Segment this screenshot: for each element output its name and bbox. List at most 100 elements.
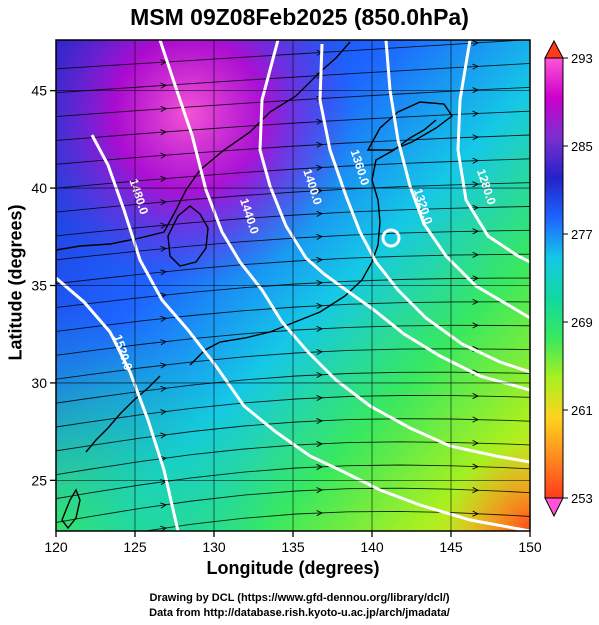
- streamline-arrow: [160, 175, 168, 182]
- streamline-arrow: [472, 298, 480, 305]
- streamline-arrow: [472, 463, 480, 470]
- colorbar-tick-label: 285: [571, 139, 593, 154]
- streamline: [56, 324, 530, 356]
- y-axis-ticks: 25 30 35 40 45: [31, 83, 56, 488]
- streamline-arrow: [160, 339, 168, 346]
- streamline-arrow: [472, 275, 480, 282]
- streamline-arrow: [316, 325, 324, 332]
- y-tick-label: 30: [31, 375, 47, 391]
- x-tick-label: 150: [518, 539, 542, 555]
- streamline-arrow: [472, 228, 480, 235]
- streamline: [56, 395, 530, 428]
- streamline: [56, 62, 530, 94]
- streamline-arrow: [472, 157, 480, 164]
- streamline-arrow: [160, 222, 168, 229]
- y-tick-label: 45: [31, 83, 47, 99]
- contour-1280: [456, 40, 530, 264]
- streamline: [142, 510, 530, 531]
- streamline-arrow: [316, 441, 324, 448]
- colorbar-top-arrow: [544, 39, 564, 59]
- streamline-arrow: [316, 164, 324, 171]
- height-contours: [56, 40, 530, 531]
- streamline-arrow: [316, 395, 324, 402]
- streamline-arrow: [316, 510, 324, 517]
- streamline-arrow: [472, 251, 480, 258]
- streamline-arrow: [316, 233, 324, 240]
- streamline-arrow: [472, 322, 480, 329]
- colorbar-scale: [544, 57, 564, 499]
- y-tick-label: 25: [31, 472, 47, 488]
- y-tick-label: 40: [31, 180, 47, 196]
- colorbar-ticks: 253 261 269 277 285 293: [563, 51, 593, 506]
- x-tick-label: 120: [44, 539, 68, 555]
- streamline-arrow: [160, 245, 168, 252]
- streamline-arrow: [160, 502, 168, 509]
- streamline-arrow: [160, 409, 168, 416]
- streamline-arrow: [160, 292, 168, 299]
- credit-drawing: Drawing by DCL (https://www.gfd-dennou.o…: [149, 592, 450, 604]
- contour-1520: [56, 276, 180, 531]
- x-tick-label: 145: [439, 539, 463, 555]
- contour-1360: [318, 43, 530, 374]
- streamline-arrow: [160, 385, 168, 392]
- x-tick-label: 130: [202, 539, 226, 555]
- streamline-arrow: [160, 199, 168, 206]
- streamline-arrow: [316, 95, 324, 102]
- streamline-arrow: [316, 118, 324, 125]
- streamline-arrow: [316, 464, 324, 471]
- streamline-arrow: [316, 418, 324, 425]
- colorbar-tick-label: 277: [571, 227, 593, 242]
- x-tick-label: 125: [123, 539, 147, 555]
- colorbar-tick-label: 253: [571, 491, 593, 506]
- contour-1400: [258, 40, 530, 392]
- streamline-arrow: [316, 302, 324, 309]
- credit-data: Data from http://database.rish.kyoto-u.a…: [149, 607, 450, 619]
- streamline-arrow: [472, 392, 480, 399]
- streamline: [56, 158, 530, 189]
- streamline-arrow: [160, 455, 168, 462]
- colorbar: 253 261 269 277 285 293: [544, 39, 593, 518]
- streamline: [56, 301, 530, 332]
- y-tick-label: 35: [31, 278, 47, 294]
- streamline-arrow: [472, 110, 480, 117]
- streamline-arrow: [160, 550, 166, 555]
- contour-1480: [90, 134, 530, 531]
- colorbar-tick-label: 261: [571, 403, 593, 418]
- coast-ryukyu: [85, 375, 161, 453]
- streamline-arrow: [472, 40, 480, 47]
- streamline-arrow: [160, 315, 168, 322]
- colorbar-bottom-arrow: [544, 497, 564, 518]
- streamline-arrow: [316, 534, 322, 539]
- colorbar-tick-label: 293: [571, 51, 593, 66]
- streamline: [56, 229, 530, 261]
- streamline-arrow: [472, 535, 478, 540]
- contour-1440: [158, 40, 530, 464]
- streamline-arrow: [160, 105, 168, 112]
- streamline-arrow: [472, 204, 480, 211]
- streamline: [56, 418, 530, 452]
- streamline-arrow: [472, 440, 480, 447]
- chart-title: MSM 09Z08Feb2025 (850.0hPa): [130, 4, 469, 30]
- streamline: [56, 487, 530, 523]
- streamline-arrow: [316, 279, 324, 286]
- contour-closed-ring: [381, 228, 401, 248]
- streamline-arrow: [316, 487, 324, 494]
- x-tick-label: 135: [281, 539, 305, 555]
- streamline: [56, 464, 530, 500]
- streamline-arrow: [472, 181, 480, 188]
- grid-lines: [56, 40, 530, 531]
- x-axis-ticks: 120 125 130 135 140 145 150: [44, 531, 542, 555]
- streamline-arrow: [160, 432, 168, 439]
- x-axis-label: Longitude (degrees): [206, 558, 380, 578]
- streamline-arrow: [472, 510, 480, 517]
- streamline: [56, 134, 530, 165]
- streamline-arrow: [160, 362, 168, 369]
- contour-1320: [384, 40, 530, 320]
- streamline: [56, 110, 530, 141]
- coast-hokkaido: [366, 101, 453, 151]
- streamline-arrow: [160, 129, 168, 136]
- colorbar-tick-label: 269: [571, 315, 593, 330]
- coast-korea: [167, 205, 209, 267]
